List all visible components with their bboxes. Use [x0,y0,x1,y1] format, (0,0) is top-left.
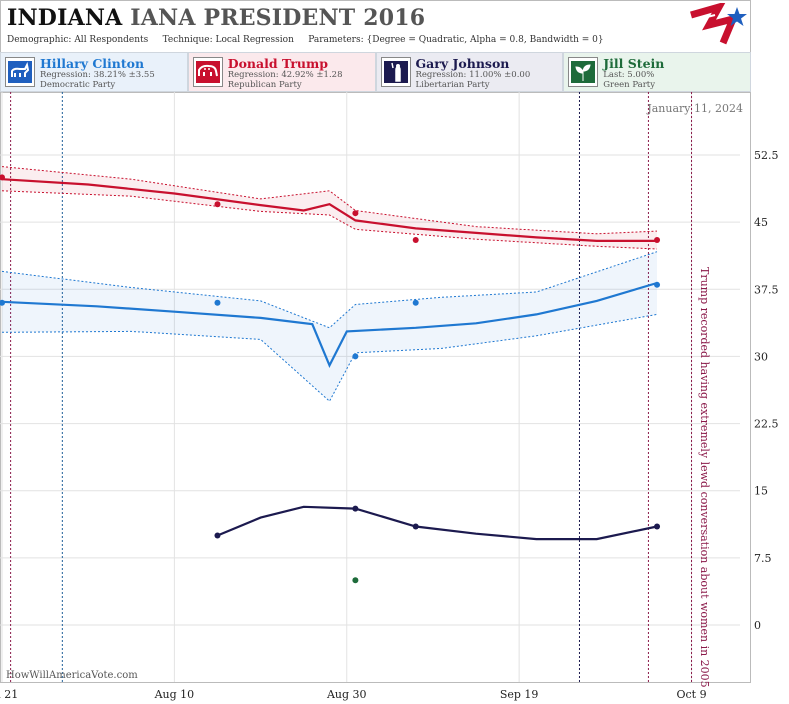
x-tick-label: Jul 21 [0,688,18,701]
donald-trump-poll-point [654,237,661,244]
x-tick-label: Oct 9 [676,688,706,701]
parameters-line: Demographic: All Respondents Technique: … [7,35,604,45]
candidate-stat: Regression: 42.92% ±1.28 [227,70,343,80]
y-tick-label: 22.5 [754,418,779,431]
hillary-clinton-poll-point [352,353,359,360]
technique-value: Local Regression [215,35,294,45]
jill-stein-poll-point [352,577,359,584]
x-tick-label: Aug 30 [326,688,367,701]
candidate-card-johnson[interactable]: Gary Johnson Regression: 11.00% ±0.00 Li… [375,52,564,92]
hillary-clinton-band-lower [1,313,658,402]
poll-chart: 0 7.5 15 22.5 30 37.5 45 52.5 Jul 21 Aug 10 Aug 30… [0,92,779,701]
candidate-party: Green Party [603,80,656,90]
plot-frame [0,92,751,683]
y-tick-label: 0 [754,619,761,632]
event-annotation: Trump recorded having extremely lewd con… [698,267,711,688]
candidate-card-trump[interactable]: Donald Trump Regression: 42.92% ±1.28 Re… [187,52,376,92]
page-title: INDIANA IANA PRESIDENT 2016 [7,5,425,31]
candidate-stat: Last: 5.00% [603,70,655,80]
candidate-name: Donald Trump [227,56,328,71]
y-tick-label: 45 [754,216,768,229]
gary-johnson-poll-point [412,523,419,530]
hillary-clinton-confidence-band [2,251,657,402]
candidate-party: Republican Party [227,80,302,90]
gary-johnson-poll-point [654,523,661,530]
elephant-icon [192,57,223,87]
parameters-label: Parameters: [308,35,364,45]
donald-trump-poll-point [412,237,419,244]
candidate-name: Jill Stein [603,56,665,71]
demographic-label: Demographic: [7,35,72,45]
candidate-name: Hillary Clinton [40,56,145,71]
hillary-clinton-poll-point [0,299,5,306]
state-name: INDIANA [7,5,123,31]
x-tick-label: Sep 19 [500,688,539,701]
y-tick-label: 37.5 [754,283,779,296]
y-tick-label: 52.5 [754,149,779,162]
gary-johnson-poll-point [352,505,359,512]
donkey-icon [5,57,35,87]
candidate-party: Democratic Party [40,80,116,90]
statue-of-liberty-icon [380,57,411,87]
hillary-clinton-poll-point [654,281,661,288]
hillary-clinton-poll-point [412,299,419,306]
donald-trump-confidence-band [2,166,657,249]
plant-icon [568,57,599,87]
candidate-stat: Regression: 11.00% ±0.00 [415,70,531,80]
date-stamp: January 11, 2024 [646,102,743,115]
title-subtitle: IANA PRESIDENT 2016 [130,5,426,31]
site-logo-icon [690,3,747,45]
donald-trump-trend-line [1,178,657,242]
hillary-clinton-trend-line [1,281,658,369]
donald-trump-poll-point [352,210,359,217]
y-tick-label: 30 [754,350,768,363]
candidate-card-stein[interactable]: Jill Stein Last: 5.00% Green Party [563,52,751,92]
gary-johnson-poll-point [214,532,221,539]
candidate-name: Gary Johnson [415,56,510,71]
technique-label: Technique: [162,35,213,45]
watermark: HowWillAmericaVote.com [6,670,138,681]
chart-header: INDIANA IANA PRESIDENT 2016 Demographic:… [0,0,751,52]
donald-trump-band-upper [1,166,658,235]
candidate-legend: Hillary Clinton Regression: 38.21% ±3.55… [0,52,751,92]
candidate-party: Libertarian Party [415,80,490,90]
hillary-clinton-poll-point [214,299,221,306]
x-tick-label: Aug 10 [154,688,195,701]
parameters-value: {Degree = Quadratic, Alpha = 0.8, Bandwi… [366,35,604,45]
demographic-value: All Respondents [74,35,149,45]
donald-trump-poll-point [0,174,5,181]
donald-trump-poll-point [214,201,221,208]
y-tick-label: 15 [754,485,768,498]
candidate-stat: Regression: 38.21% ±3.55 [40,70,155,80]
y-tick-label: 7.5 [754,552,772,565]
candidate-card-clinton[interactable]: Hillary Clinton Regression: 38.21% ±3.55… [0,52,188,92]
